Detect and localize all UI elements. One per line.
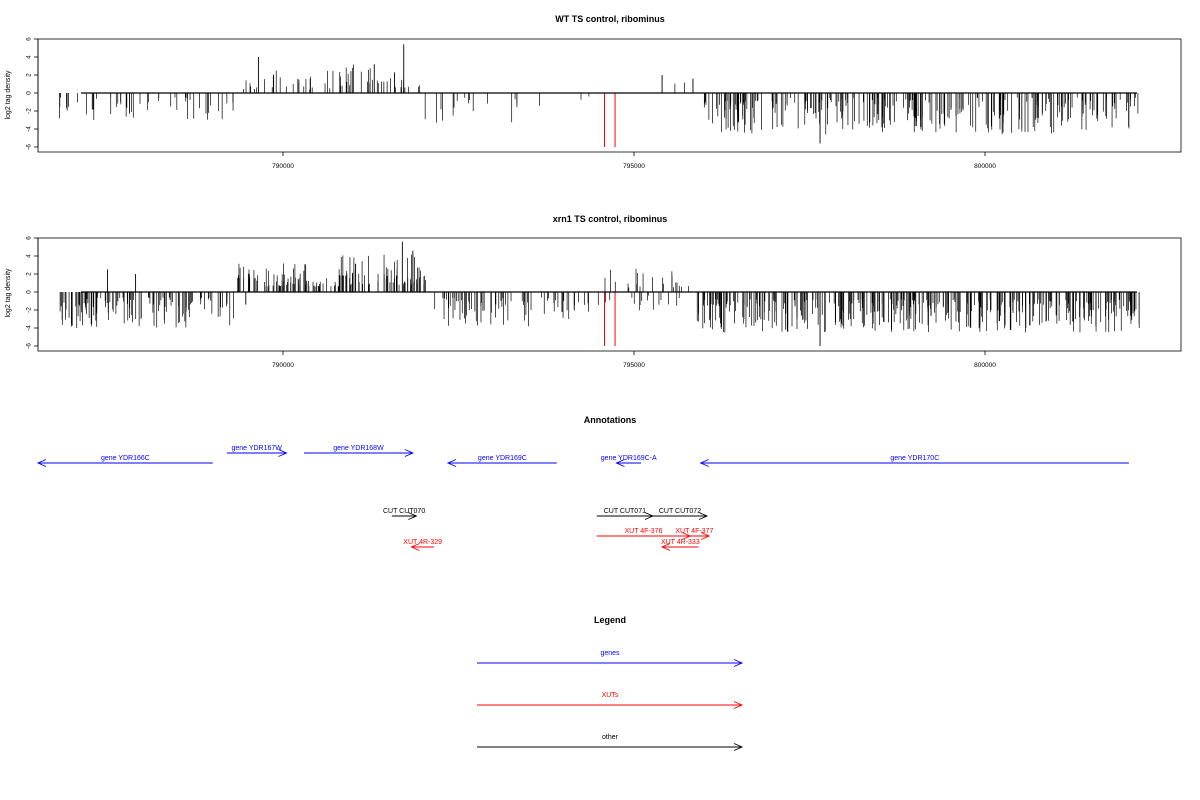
- feature-label: XUT 4F-377: [675, 528, 713, 535]
- wt-x-tick-label: 795000: [623, 163, 645, 170]
- xrn1-x-tick-label: 800000: [974, 362, 996, 369]
- xrn1-y-tick-label: 0: [26, 290, 33, 294]
- wt-bars: [59, 44, 1139, 147]
- arrowhead-icon: [36, 459, 47, 467]
- arrowhead-icon: [615, 459, 625, 467]
- wt-y-tick-label: 6: [26, 37, 33, 41]
- arrowhead-icon: [733, 659, 744, 667]
- legend-item: other: [477, 734, 744, 751]
- xrn1-x-tick-label: 790000: [272, 362, 294, 369]
- arrowhead-icon: [446, 459, 457, 467]
- annotation-feature: gene YDR168W: [304, 445, 414, 457]
- arrowhead-icon: [733, 701, 744, 709]
- feature-label: CUT CUT071: [604, 508, 646, 515]
- annotation-feature: CUT CUT071: [596, 508, 655, 520]
- xrn1-x-axis: 790000 795000 800000: [272, 351, 996, 369]
- legend-label: other: [602, 734, 619, 741]
- xrn1-y-tick-label: 4: [26, 254, 33, 258]
- feature-label: gene YDR169C: [478, 455, 527, 462]
- annotation-feature: gene YDR169C: [446, 455, 557, 467]
- legend-label: genes: [600, 650, 620, 657]
- legend-item: XUTs: [477, 692, 744, 709]
- xrn1-y-tick-label: -6: [26, 343, 33, 349]
- annotation-feature: gene YDR166C: [36, 455, 213, 467]
- xrn1-y-tick-label: 2: [26, 272, 33, 276]
- legend-label: XUTs: [602, 692, 619, 699]
- xrn1-panel-title: xrn1 TS control, ribominus: [553, 214, 668, 224]
- arrowhead-icon: [700, 532, 711, 540]
- xrn1-panel: xrn1 TS control, ribominus log2 tag dens…: [5, 214, 1182, 369]
- xrn1-x-tick-label: 795000: [623, 362, 645, 369]
- annotation-feature: CUT CUT072: [652, 508, 709, 520]
- wt-panel-ylabel: log2 tag density: [5, 70, 12, 120]
- annotation-feature: CUT CUT070: [383, 508, 425, 520]
- wt-y-tick-label: 4: [26, 55, 33, 59]
- arrowhead-icon: [278, 449, 288, 457]
- arrowhead-icon: [699, 459, 709, 467]
- feature-label: gene YDR166C: [101, 455, 150, 462]
- xrn1-y-axis: 6 4 2 0 -2 -4 -6: [26, 236, 39, 349]
- wt-y-tick-label: 2: [26, 73, 33, 77]
- wt-panel: WT TS control, ribominus log2 tag densit…: [5, 14, 1182, 170]
- feature-label: gene YDR168W: [333, 445, 384, 452]
- xrn1-y-tick-label: -4: [26, 325, 33, 331]
- annotation-feature: XUT 4F-377: [675, 528, 713, 540]
- legend-item: genes: [477, 650, 744, 667]
- feature-label: gene YDR169C-A: [601, 455, 657, 462]
- arrowhead-icon: [408, 512, 418, 520]
- annotation-feature: XUT 4R-333: [661, 539, 700, 551]
- annotation-feature: gene YDR169C-A: [601, 455, 657, 467]
- arrowhead-icon: [698, 512, 709, 520]
- wt-y-tick-label: -6: [26, 144, 33, 150]
- annotations-title: Annotations: [584, 415, 637, 425]
- legend: Legend genes XUTs other: [477, 615, 744, 751]
- annotation-feature: gene YDR167W: [226, 445, 288, 457]
- annotation-features: gene YDR166C gene YDR167W gene YDR168W gene…: [36, 445, 1129, 551]
- feature-label: XUT 4R-329: [403, 539, 442, 546]
- xrn1-panel-ylabel: log2 tag density: [5, 268, 12, 318]
- wt-panel-frame: [37, 38, 1182, 153]
- wt-panel-title: WT TS control, ribominus: [555, 14, 665, 24]
- feature-label: CUT CUT072: [659, 508, 701, 515]
- wt-x-tick-label: 790000: [272, 163, 294, 170]
- feature-label: XUT 4F-376: [624, 528, 662, 535]
- feature-label: CUT CUT070: [383, 508, 425, 515]
- wt-x-axis: 790000 795000 800000: [272, 152, 996, 170]
- arrowhead-icon: [660, 543, 671, 551]
- wt-y-axis: 6 4 2 0 -2 -4 -6: [26, 37, 39, 150]
- wt-y-tick-label: -2: [26, 108, 33, 114]
- wt-y-tick-label: 0: [26, 91, 33, 95]
- xrn1-y-tick-label: -2: [26, 307, 33, 313]
- annotation-feature: XUT 4R-329: [403, 539, 442, 551]
- feature-label: XUT 4R-333: [661, 539, 700, 546]
- arrowhead-icon: [404, 449, 414, 457]
- legend-title: Legend: [594, 615, 626, 625]
- xrn1-bars: [59, 241, 1140, 346]
- arrowhead-icon: [733, 743, 744, 751]
- wt-y-tick-label: -4: [26, 126, 33, 132]
- annotation-feature: gene YDR170C: [699, 455, 1129, 467]
- arrowhead-icon: [410, 543, 420, 551]
- legend-items: genes XUTs other: [477, 650, 744, 751]
- feature-label: gene YDR170C: [890, 455, 939, 462]
- feature-label: gene YDR167W: [231, 445, 282, 452]
- wt-x-tick-label: 800000: [974, 163, 996, 170]
- xrn1-y-tick-label: 6: [26, 236, 33, 240]
